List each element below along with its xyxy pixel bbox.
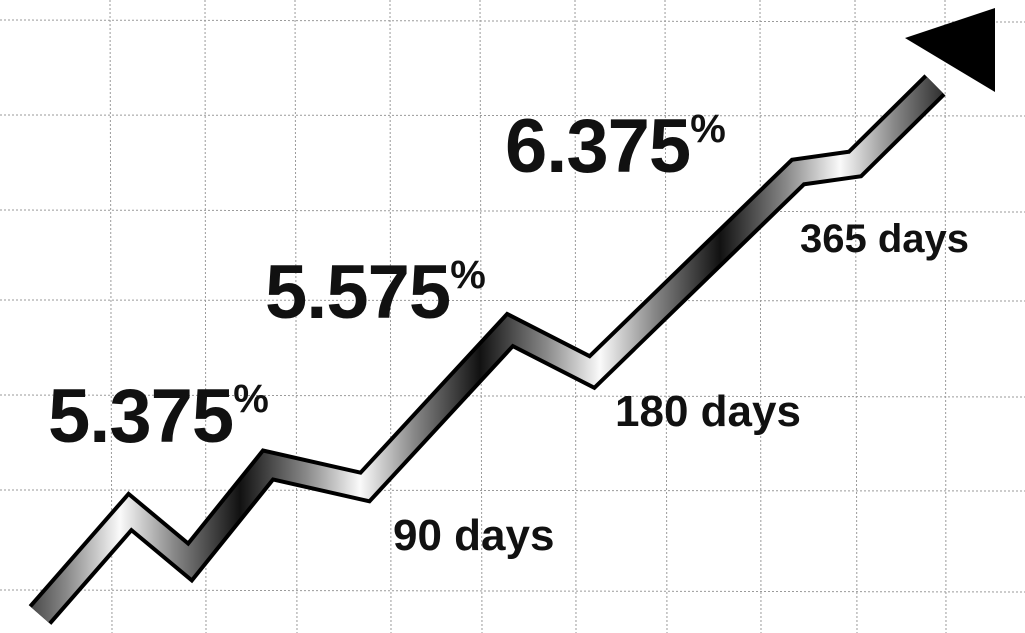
rate-unit: % (233, 377, 268, 421)
term-label: 180 days (615, 387, 801, 436)
rate-unit: % (450, 253, 485, 297)
rate-value: 6.375 (505, 104, 690, 189)
rate-label: 5.575% (265, 250, 485, 335)
rate-graphic: 5.375% 5.575% 6.375% 90 days 180 days 36… (0, 0, 1025, 633)
rate-value: 5.575 (265, 250, 450, 335)
rate-label: 6.375% (505, 104, 725, 189)
rate-value: 5.375 (48, 374, 233, 459)
rate-label: 5.375% (48, 374, 268, 459)
rate-unit: % (690, 107, 725, 151)
term-label: 90 days (393, 511, 554, 560)
term-label: 365 days (800, 217, 969, 261)
